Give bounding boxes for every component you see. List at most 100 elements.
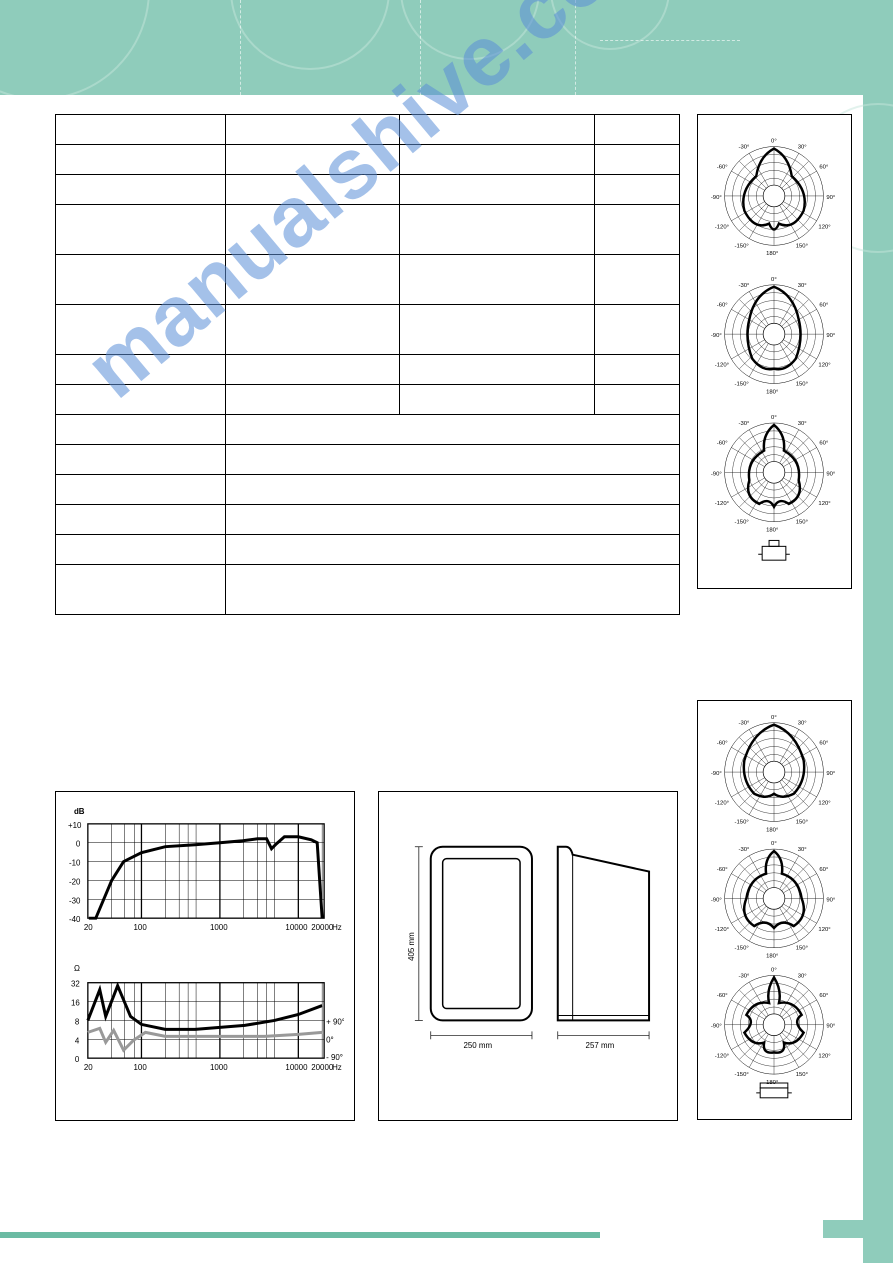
header-dashed-line xyxy=(240,0,241,95)
table-cell xyxy=(225,115,400,145)
ytick-label: +10 xyxy=(68,821,82,830)
table-cell xyxy=(225,175,400,205)
table-cell xyxy=(400,385,595,415)
table-cell xyxy=(225,385,400,415)
polar-pattern-box-horizontal: 0° 30° 60° 90° 120° 150° 180° -30° -60° … xyxy=(697,114,852,589)
header-decoration-circle xyxy=(230,0,390,70)
table-cell xyxy=(595,145,680,175)
table-cell xyxy=(56,355,226,385)
table-cell xyxy=(400,355,595,385)
speaker-side-outline xyxy=(558,847,649,1021)
table-cell xyxy=(225,445,679,475)
polar-top-svg: 0° 30° 60° 90° 120° 150° 180° -30° -60° … xyxy=(698,115,851,584)
header-decoration-circle xyxy=(0,0,150,95)
table-cell xyxy=(595,385,680,415)
xtick-label: 100 xyxy=(134,923,148,932)
table-cell xyxy=(595,355,680,385)
ytick-label: -20 xyxy=(69,877,81,886)
table-cell xyxy=(400,205,595,255)
table-cell xyxy=(56,445,226,475)
table-cell xyxy=(56,505,226,535)
width-dimension-label: 250 mm xyxy=(464,1041,493,1050)
xtick-label: 20000 xyxy=(311,1063,334,1072)
xtick-label: 1000 xyxy=(210,923,228,932)
header-decoration-circle xyxy=(550,0,670,50)
table-cell xyxy=(225,475,679,505)
speaker-front-outline xyxy=(431,847,532,1021)
header-band xyxy=(0,0,893,95)
ytick-label: 8 xyxy=(75,1017,80,1026)
ytick-label: 0 xyxy=(75,1055,80,1064)
header-dashed-line xyxy=(420,0,421,95)
table-cell xyxy=(225,535,679,565)
table-cell xyxy=(225,505,679,535)
header-dashed-line xyxy=(575,0,576,95)
ytick-label: 4 xyxy=(75,1036,80,1045)
table-cell xyxy=(400,145,595,175)
xtick-label: 20 xyxy=(84,923,93,932)
table-cell xyxy=(225,565,679,615)
hz-label: Hz xyxy=(332,923,342,932)
table-cell xyxy=(225,305,400,355)
xtick-label: 20000 xyxy=(311,923,334,932)
ytick-label: 16 xyxy=(71,999,80,1008)
frequency-response-chart-box: dB +10 0 -10 -20 -30 -40 xyxy=(55,791,355,1121)
table-cell xyxy=(56,415,226,445)
header-decoration-circle xyxy=(400,0,540,60)
xtick-label: 10000 xyxy=(285,923,308,932)
right-sidebar-band xyxy=(863,87,893,1263)
ytick-label: -10 xyxy=(69,859,81,868)
xtick-label: 1000 xyxy=(210,1063,228,1072)
impedance-curve xyxy=(88,986,322,1030)
hz-label: Hz xyxy=(332,1063,342,1072)
table-cell xyxy=(225,415,679,445)
specification-table xyxy=(55,114,680,615)
polar-chart-group xyxy=(711,139,835,561)
db-axis-label: dB xyxy=(74,807,85,816)
table-cell xyxy=(595,305,680,355)
table-cell xyxy=(56,255,226,305)
ohm-axis-label: Ω xyxy=(74,964,80,973)
table-cell xyxy=(400,175,595,205)
table-cell xyxy=(56,175,226,205)
phase-label: 0° xyxy=(326,1035,334,1044)
depth-dimension-label: 257 mm xyxy=(586,1041,615,1050)
table-cell xyxy=(56,205,226,255)
frequency-response-curve xyxy=(89,837,322,918)
table-cell xyxy=(56,385,226,415)
header-dashed-line xyxy=(600,40,740,41)
table-cell xyxy=(595,115,680,145)
polar-bottom-svg: 0° 30° 60° 90° 120° 150° 180° -30° -60° … xyxy=(698,701,851,1116)
table-cell xyxy=(225,355,400,385)
phase-label: - 90° xyxy=(326,1053,343,1062)
table-cell xyxy=(56,565,226,615)
table-cell xyxy=(595,255,680,305)
table-cell xyxy=(400,305,595,355)
table-cell xyxy=(56,535,226,565)
table-cell xyxy=(56,475,226,505)
table-cell xyxy=(56,305,226,355)
bottom-page-notch xyxy=(823,1220,863,1238)
dimensions-svg: 405 mm 250 mm 257 mm xyxy=(399,817,657,1095)
height-dimension-label: 405 mm xyxy=(407,932,416,961)
xtick-label: 100 xyxy=(134,1063,148,1072)
ytick-label: -30 xyxy=(69,896,81,905)
table-cell xyxy=(595,205,680,255)
table-cell xyxy=(56,115,226,145)
xtick-label: 10000 xyxy=(285,1063,308,1072)
frequency-impedance-svg: dB +10 0 -10 -20 -30 -40 xyxy=(66,804,344,1112)
ytick-label: 0 xyxy=(76,840,81,849)
polar-pattern-box-vertical: 0° 30° 60° 90° 120° 150° 180° -30° -60° … xyxy=(697,700,852,1120)
table-cell xyxy=(56,145,226,175)
xtick-label: 20 xyxy=(84,1063,93,1072)
ytick-label: -40 xyxy=(69,915,81,924)
dimensions-chart-box: 405 mm 250 mm 257 mm xyxy=(378,791,678,1121)
table-cell xyxy=(595,175,680,205)
bottom-accent-bar xyxy=(0,1232,600,1238)
table-cell xyxy=(400,255,595,305)
table-cell xyxy=(225,145,400,175)
table-cell xyxy=(400,115,595,145)
phase-label: + 90° xyxy=(326,1017,344,1026)
table-cell xyxy=(225,255,400,305)
speaker-front-grille xyxy=(443,859,520,1009)
